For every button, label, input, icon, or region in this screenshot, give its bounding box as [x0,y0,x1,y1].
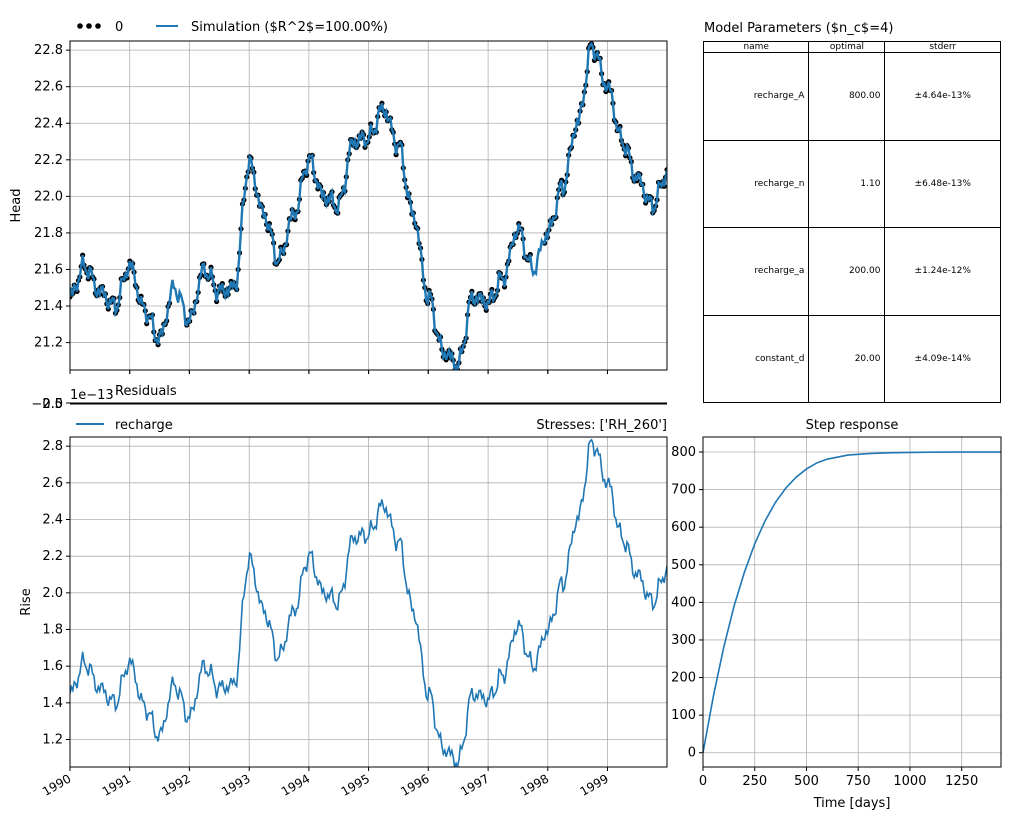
param-name: recharge_A [702,52,810,141]
param-stderr: ±6.48e-13% [884,139,1001,228]
x-tick-label: 1990 [40,771,73,798]
legend-marker-dots [95,23,101,29]
y-tick-label: 21.8 [34,226,63,241]
y-tick-label: 1.6 [42,659,63,674]
x-tick-label: 250 [742,774,767,789]
y-tick-label: 0 [688,746,696,761]
y-tick-label: 22.4 [34,116,63,131]
table-header-row: name optimal stderr [702,41,1001,53]
legend-label: 0 [115,20,123,35]
x-tick-label: 0 [699,774,707,789]
param-optimal: 20.00 [808,314,886,403]
recharge-frame [69,436,668,768]
table-title: Model Parameters ($n_c$=4) [704,21,893,36]
y-tick-label: 200 [671,671,696,686]
y-tick-label: 2.6 [42,476,63,491]
y-tick-label: 21.6 [34,262,63,277]
x-tick-label: 1996 [398,771,431,798]
parameter-table-wrap: name optimal stderr recharge_A 800.00 ±4… [702,41,1001,403]
legend-marker-dots [86,23,92,29]
recharge-axes: 1.2 1.4 1.6 1.8 2.0 2.2 2.4 2.6 2.8 1990 1991 1992 1… [19,418,668,799]
parameter-table: name optimal stderr recharge_A 800.00 ±4… [702,41,1001,403]
param-stderr: ±4.09e-14% [884,314,1001,403]
table-header: stderr [884,41,1001,53]
series-recharge-line [70,438,667,767]
x-tick-label: 1995 [339,771,372,798]
step-title: Step response [806,418,899,433]
table-header: name [702,41,810,53]
y-tick-label: 600 [671,520,696,535]
residuals-title: Residuals [115,384,177,399]
offset-text: 1e−13 [70,388,114,403]
y-tick-label: 300 [671,633,696,648]
step-frame [702,436,1002,768]
y-axis-label: Head [9,189,24,223]
param-stderr: ±1.24e-12% [884,227,1001,316]
residuals-axes: −2.50.02.5 1e−13 Residuals [31,370,667,412]
y-tick-label: 700 [671,483,696,498]
y-tick-label: 1.4 [42,696,63,711]
y-tick-label: 500 [671,558,696,573]
x-tick-label: 1994 [279,771,312,798]
x-tick-label: 1991 [100,771,133,798]
y-tick-label: 2.2 [42,549,63,564]
y-tick-label: 100 [671,708,696,723]
stresses-title: Stresses: ['RH_260'] [536,418,667,433]
y-tick-label: 0.0 [42,397,63,412]
y-tick-label: 22.8 [34,43,63,58]
param-stderr: ±4.64e-13% [884,52,1001,141]
x-tick-label: 1992 [159,771,192,798]
table-row: recharge_a 200.00 ±1.24e-12% [702,227,1001,316]
table-row: recharge_n 1.10 ±6.48e-13% [702,139,1001,228]
y-tick-label: 21.2 [34,336,63,351]
y-tick-label: 22.6 [34,80,63,95]
x-tick-label: 1997 [458,771,491,798]
y-tick-label: 1.8 [42,623,63,638]
table-row: recharge_A 800.00 ±4.64e-13% [702,52,1001,141]
y-tick-label: 2.8 [42,439,63,454]
param-name: constant_d [702,314,810,403]
step-response-axes: 0 100 200 300 400 500 600 700 800 0 250 500 750 1000 1… [671,418,1002,811]
legend-label: Simulation ($R^2$=100.00%) [191,20,388,35]
x-tick-label: 1999 [578,771,611,798]
x-tick-label: 500 [794,774,819,789]
table-header: optimal [808,41,886,53]
y-tick-label: 2.0 [42,586,63,601]
x-axis-label: Time [days] [813,796,891,811]
y-tick-label: 1.2 [42,733,63,748]
param-optimal: 800.00 [808,52,886,141]
table-row: constant_d 20.00 ±4.09e-14% [702,314,1001,403]
y-tick-label: 2.5 [42,397,63,412]
x-tick-label: 750 [846,774,871,789]
series-step-line [702,451,1001,753]
param-name: recharge_a [702,227,810,316]
param-optimal: 1.10 [808,139,886,228]
head-axes: 21.2 21.4 21.6 21.8 22.0 22.2 22.4 22.6 22.8 Head [9,40,668,374]
y-tick-label: 400 [671,595,696,610]
param-optimal: 200.00 [808,227,886,316]
x-tick-label: 1998 [518,771,551,798]
legend-marker-dots [77,23,83,29]
x-tick-label: 1000 [893,774,926,789]
y-axis-label: Rise [19,588,34,615]
y-tick-label: 2.4 [42,513,63,528]
legend-label: recharge [115,418,173,433]
y-tick-label: 21.4 [34,299,63,314]
y-tick-label: −2.5 [31,397,63,412]
recharge-plot-area [70,438,667,767]
y-tick-label: 800 [671,445,696,460]
series-simulation-line [70,41,667,370]
chart-labels: 0 Simulation ($R^2$=100.00%) Model Paramet… [77,20,893,36]
head-plot-area [70,41,667,370]
y-tick-label: 22.2 [34,153,63,168]
param-name: recharge_n [702,139,810,228]
x-tick-label: 1250 [945,774,978,789]
x-tick-label: 1993 [219,771,252,798]
y-tick-label: 22.0 [34,189,63,204]
